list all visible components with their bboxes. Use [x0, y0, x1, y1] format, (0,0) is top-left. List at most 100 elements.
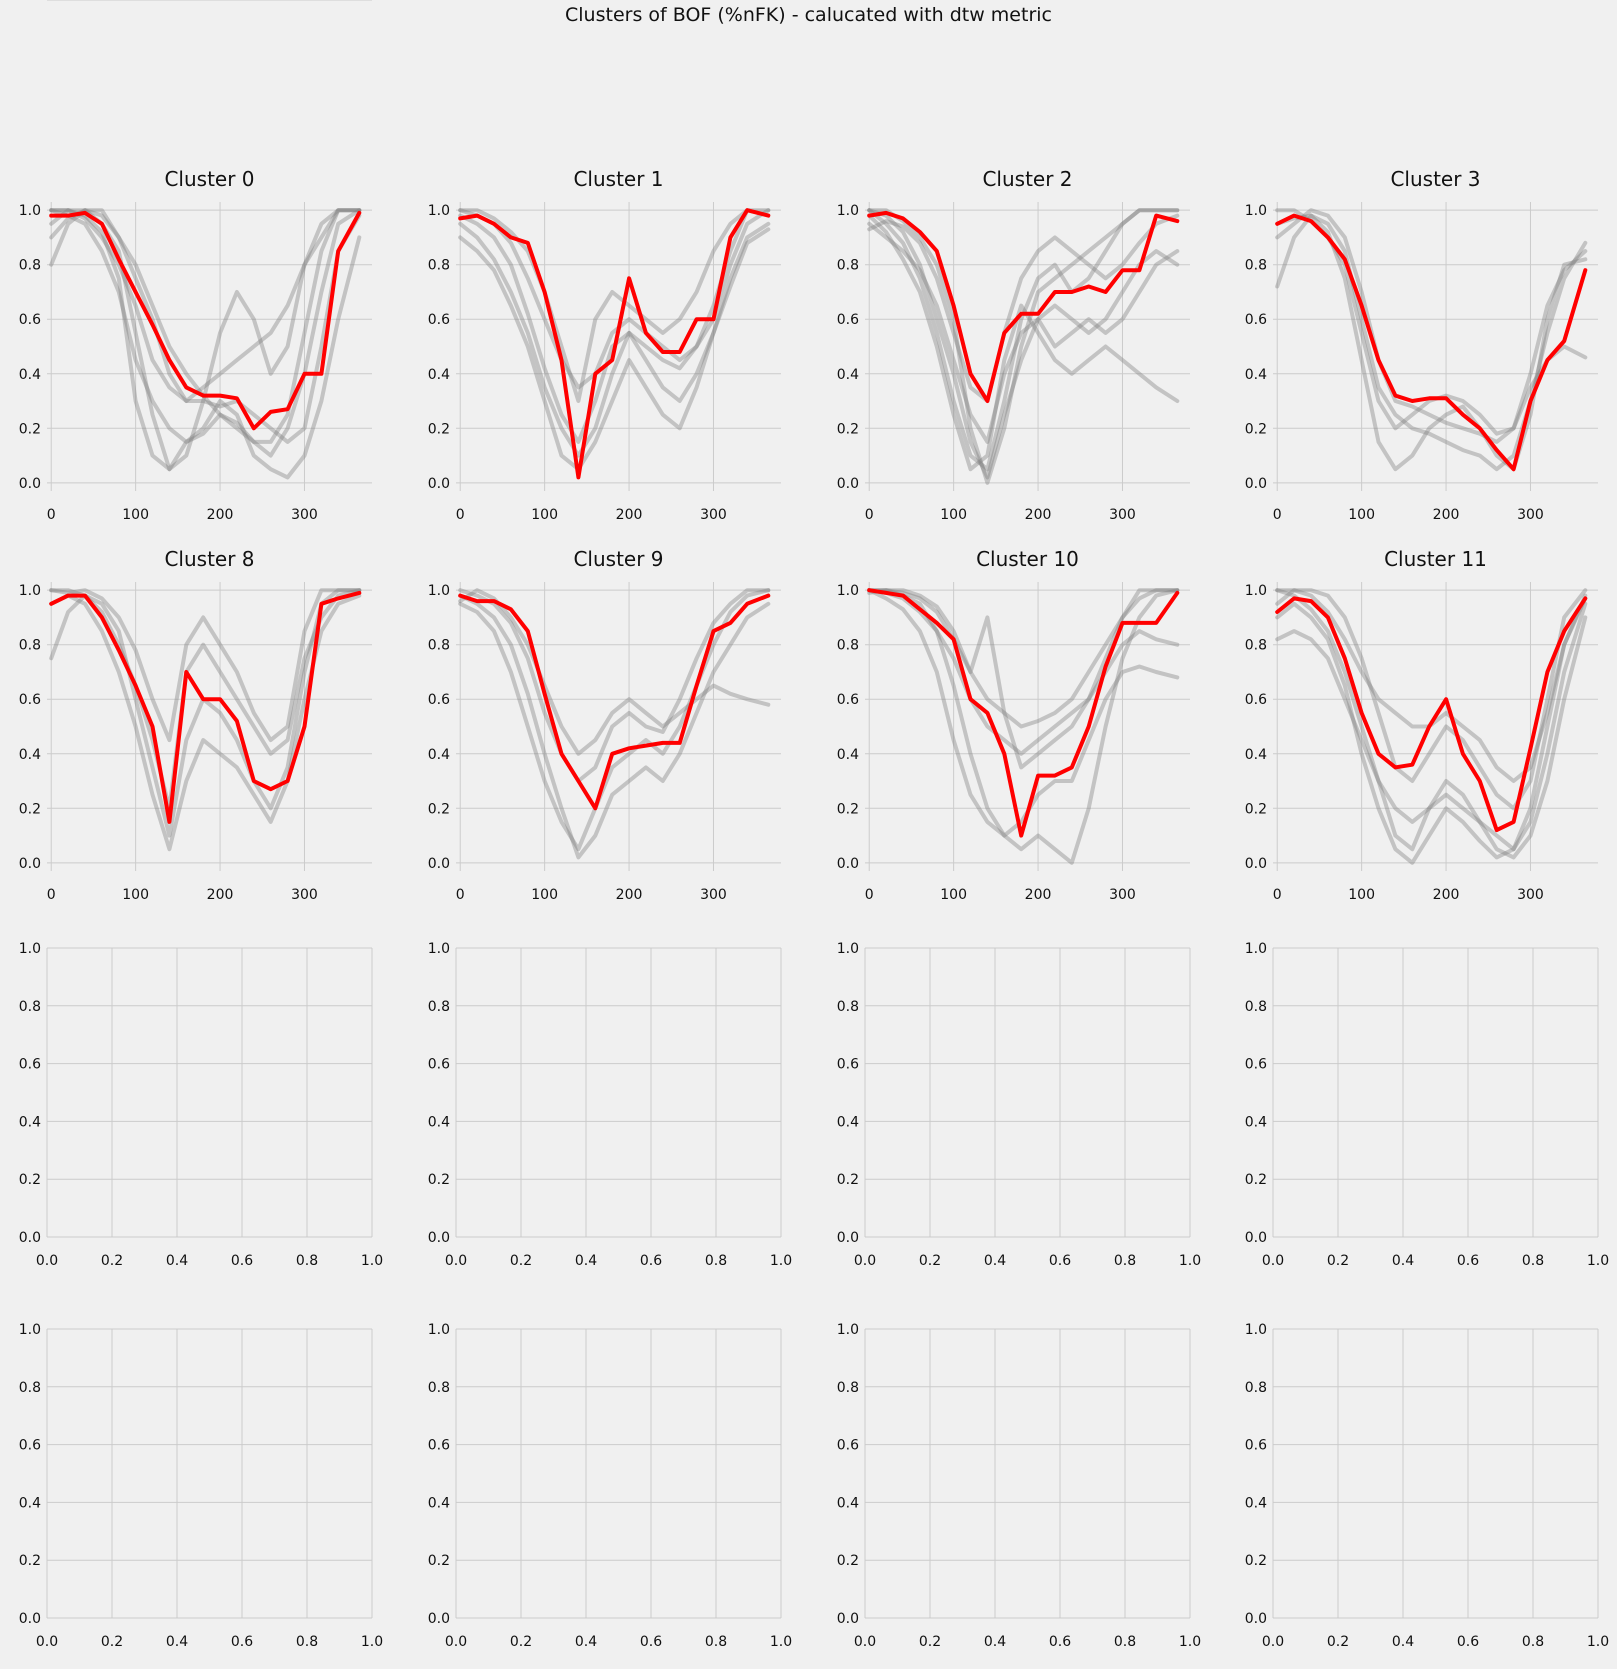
- x-tick-label: 1.0: [361, 1634, 383, 1650]
- subplot-16: 0.00.20.40.60.81.00.00.20.40.60.81.0: [19, 0, 383, 4]
- x-tick-label: 0.2: [101, 0, 123, 4]
- subplot-12: 0.0 0.2 0.4 0.6 0.8 1.0 0.0 0.2 0.4 0.6 0.8 1.0: [19, 1322, 383, 1650]
- y-tick-label: 0.0: [837, 856, 859, 872]
- y-tick-label: 0.6: [428, 692, 450, 708]
- x-tick-label: 200: [616, 507, 643, 523]
- y-tick-label: 0.8: [428, 638, 450, 654]
- y-tick-label: 0.0: [428, 476, 450, 492]
- member-line: [867, 208, 1180, 485]
- x-tick-label: 1.0: [1179, 1253, 1201, 1269]
- y-tick-label: 0.4: [1245, 1495, 1267, 1511]
- y-tick-label: 0.8: [837, 638, 859, 654]
- member-line: [458, 593, 771, 860]
- y-tick-label: 0.8: [1245, 638, 1267, 654]
- x-tick-label: 0: [47, 887, 56, 903]
- member-line: [1275, 596, 1588, 865]
- member-line: [1275, 588, 1588, 811]
- x-tick-label: 0.6: [1049, 1634, 1071, 1650]
- subplot-title: Cluster 8: [164, 547, 254, 571]
- y-tick-label: 0.4: [837, 1114, 859, 1130]
- y-tick-label: 0.8: [1245, 258, 1267, 274]
- member-line: [458, 588, 771, 852]
- x-tick-label: 200: [1433, 507, 1460, 523]
- y-tick-label: 0.4: [1245, 367, 1267, 383]
- x-tick-label: 0.6: [231, 1253, 253, 1269]
- x-tick-label: 100: [531, 507, 558, 523]
- y-tick-label: 0.6: [1245, 1057, 1267, 1073]
- y-tick-label: 0.4: [428, 1114, 450, 1130]
- x-tick-label: 300: [1517, 507, 1544, 523]
- member-line: [867, 208, 1180, 472]
- x-tick-label: 100: [1348, 507, 1375, 523]
- subplot-title: Cluster 10: [976, 547, 1079, 571]
- member-line: [867, 221, 1180, 444]
- y-tick-label: 0.8: [837, 999, 859, 1015]
- y-tick-label: 1.0: [19, 1322, 41, 1338]
- y-tick-label: 0.4: [19, 1114, 41, 1130]
- y-tick-label: 0.2: [837, 801, 859, 817]
- y-tick-label: 0.6: [428, 1438, 450, 1454]
- x-tick-label: 0.8: [296, 1253, 318, 1269]
- x-tick-label: 300: [1109, 887, 1136, 903]
- x-tick-label: 200: [1025, 507, 1052, 523]
- y-tick-label: 1.0: [1245, 941, 1267, 957]
- member-line: [49, 208, 362, 444]
- subplot-14: 0.0 0.2 0.4 0.6 0.8 1.0 0.0 0.2 0.4 0.6 0.8 1.0: [837, 1322, 1201, 1650]
- x-tick-label: 1.0: [1587, 1253, 1609, 1269]
- member-line: [458, 208, 771, 403]
- x-tick-label: 0.2: [1327, 1634, 1349, 1650]
- x-tick-label: 300: [1109, 507, 1136, 523]
- subplot-15: 0.0 0.2 0.4 0.6 0.8 1.0 0.0 0.2 0.4 0.6 0.8 1.0: [1245, 1322, 1609, 1650]
- x-tick-label: 0.6: [1049, 1253, 1071, 1269]
- subplot-5: 0 100 200 300 0.0 0.2 0.4 0.6 0.8 1.0 Cluster 9: [428, 547, 781, 903]
- y-tick-label: 0.4: [19, 747, 41, 763]
- y-tick-label: 0.4: [428, 1495, 450, 1511]
- y-tick-label: 0.0: [428, 1230, 450, 1246]
- y-tick-label: 0.2: [837, 1172, 859, 1188]
- x-tick-label: 0: [865, 887, 874, 903]
- member-line: [49, 588, 362, 811]
- y-tick-label: 0.4: [19, 1495, 41, 1511]
- x-tick-label: 0.8: [705, 1634, 727, 1650]
- y-tick-label: 0.6: [837, 312, 859, 328]
- y-tick-label: 0.4: [428, 367, 450, 383]
- x-tick-label: 0.8: [296, 0, 318, 4]
- x-tick-label: 100: [122, 887, 149, 903]
- x-tick-label: 0: [456, 887, 465, 903]
- y-tick-label: 0.6: [19, 692, 41, 708]
- y-tick-label: 0.2: [19, 801, 41, 817]
- centroid-line: [49, 210, 362, 431]
- x-tick-label: 0.4: [984, 1634, 1006, 1650]
- subplot-title: Cluster 9: [573, 547, 663, 571]
- y-tick-label: 1.0: [19, 0, 41, 4]
- x-tick-label: 0.0: [36, 1634, 58, 1650]
- y-tick-label: 0.0: [1245, 856, 1267, 872]
- x-tick-label: 0.4: [984, 1253, 1006, 1269]
- y-tick-label: 0.0: [428, 856, 450, 872]
- member-line: [1275, 588, 1588, 860]
- x-tick-label: 0.2: [510, 1253, 532, 1269]
- x-tick-label: 0.0: [445, 1253, 467, 1269]
- subplot-11: 0.0 0.2 0.4 0.6 0.8 1.0 0.0 0.2 0.4 0.6 0.8 1.0: [1245, 941, 1609, 1269]
- y-tick-label: 0.6: [19, 1438, 41, 1454]
- subplot-10: 0.0 0.2 0.4 0.6 0.8 1.0 0.0 0.2 0.4 0.6 0.8 1.0: [837, 941, 1201, 1269]
- y-tick-label: 1.0: [837, 583, 859, 599]
- x-tick-label: 0.8: [1114, 1634, 1136, 1650]
- y-tick-label: 1.0: [837, 941, 859, 957]
- member-line: [458, 588, 771, 756]
- y-tick-label: 0.6: [428, 1057, 450, 1073]
- y-tick-label: 0.2: [19, 1172, 41, 1188]
- x-tick-label: 0.4: [575, 1253, 597, 1269]
- member-line: [458, 208, 771, 390]
- member-line: [1275, 601, 1588, 852]
- x-tick-label: 1.0: [1179, 1634, 1201, 1650]
- x-tick-label: 300: [291, 887, 318, 903]
- y-tick-label: 0.0: [19, 476, 41, 492]
- centroid-line: [458, 593, 771, 811]
- member-line: [867, 213, 1180, 403]
- x-tick-label: 0.2: [919, 1634, 941, 1650]
- y-tick-label: 1.0: [428, 1322, 450, 1338]
- subplot-title: Cluster 0: [164, 167, 254, 191]
